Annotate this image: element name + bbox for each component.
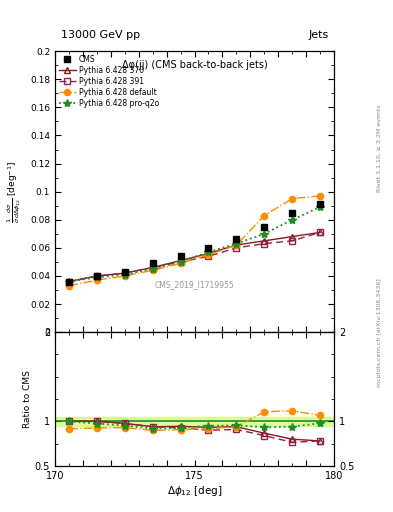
Text: 13000 GeV pp: 13000 GeV pp — [61, 30, 140, 40]
X-axis label: $\Delta\phi_{12}$ [deg]: $\Delta\phi_{12}$ [deg] — [167, 483, 222, 498]
Y-axis label: $\frac{1}{\bar{\sigma}}\frac{d\sigma}{d\Delta\phi_{12}}$ [deg$^{-1}$]: $\frac{1}{\bar{\sigma}}\frac{d\sigma}{d\… — [6, 161, 23, 223]
Text: CMS_2019_I1719955: CMS_2019_I1719955 — [155, 280, 234, 289]
Y-axis label: Ratio to CMS: Ratio to CMS — [23, 370, 32, 428]
Text: Rivet 3.1.10, ≥ 3.2M events: Rivet 3.1.10, ≥ 3.2M events — [377, 104, 382, 193]
Text: mcplots.cern.ch [arXiv:1306.3436]: mcplots.cern.ch [arXiv:1306.3436] — [377, 279, 382, 387]
Text: Δφ(jj) (CMS back-to-back jets): Δφ(jj) (CMS back-to-back jets) — [122, 59, 267, 70]
Text: Jets: Jets — [308, 30, 329, 40]
Legend: CMS, Pythia 6.428 370, Pythia 6.428 391, Pythia 6.428 default, Pythia 6.428 pro-: CMS, Pythia 6.428 370, Pythia 6.428 391,… — [57, 53, 160, 109]
Bar — [55, 417, 334, 426]
